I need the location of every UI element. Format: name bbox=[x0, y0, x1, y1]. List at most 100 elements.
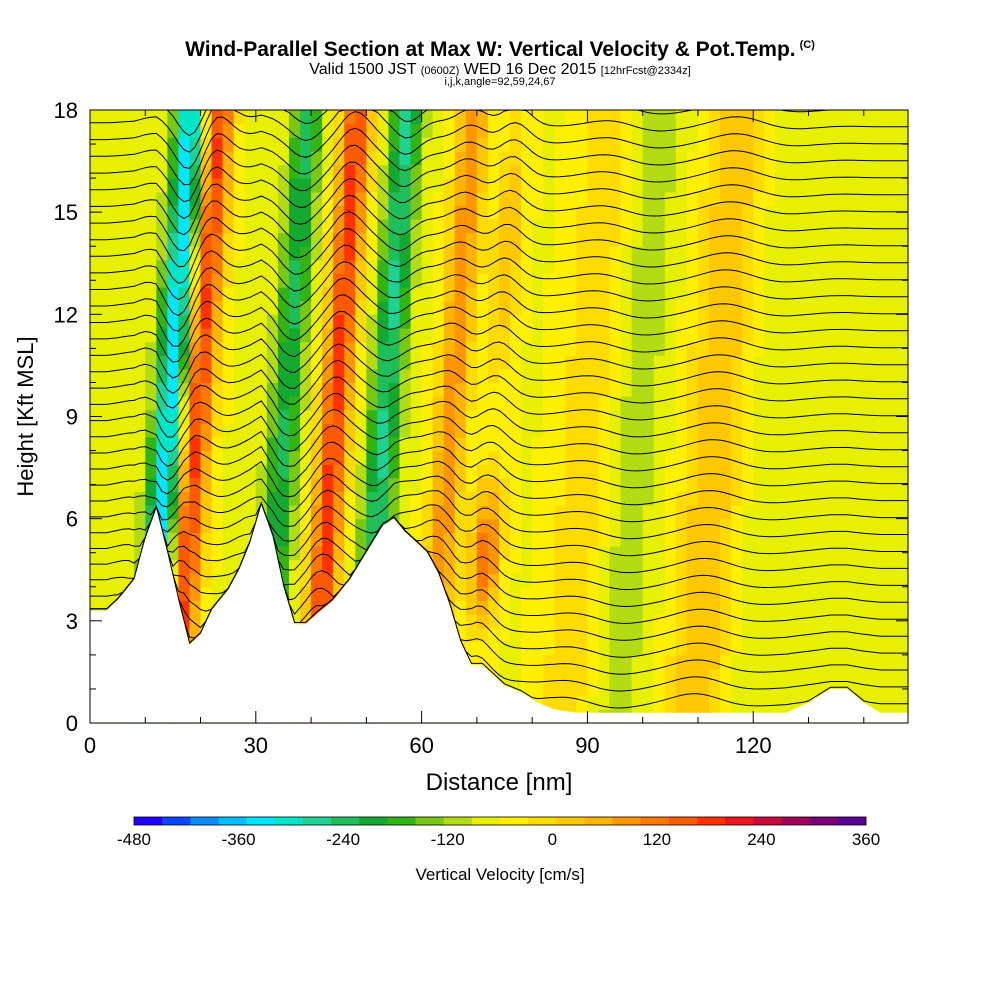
velocity-cell bbox=[443, 355, 456, 370]
velocity-cell bbox=[112, 287, 124, 302]
velocity-cell bbox=[211, 300, 224, 315]
velocity-cell bbox=[156, 450, 168, 465]
colorbar-tick-label: -360 bbox=[222, 830, 256, 849]
velocity-cell bbox=[576, 627, 589, 642]
velocity-cell bbox=[288, 396, 301, 411]
velocity-cell bbox=[311, 627, 323, 642]
velocity-cell bbox=[664, 695, 677, 710]
velocity-cell bbox=[510, 246, 522, 261]
velocity-cell bbox=[764, 382, 776, 397]
velocity-cell bbox=[852, 150, 865, 166]
velocity-cell bbox=[90, 218, 102, 234]
velocity-cell bbox=[521, 396, 533, 411]
velocity-cell bbox=[465, 287, 478, 302]
velocity-cell bbox=[731, 137, 743, 152]
velocity-cell bbox=[841, 205, 854, 220]
velocity-cell bbox=[697, 287, 710, 302]
isentrope-line bbox=[90, 260, 908, 317]
velocity-cell bbox=[167, 205, 180, 220]
velocity-cell bbox=[587, 191, 600, 206]
velocity-cell bbox=[686, 273, 699, 288]
velocity-cell bbox=[333, 545, 345, 561]
velocity-cell bbox=[786, 573, 799, 588]
velocity-cell bbox=[200, 600, 213, 615]
velocity-cell bbox=[123, 368, 135, 384]
velocity-cell bbox=[377, 450, 390, 465]
velocity-cell bbox=[841, 314, 854, 329]
velocity-cell bbox=[145, 464, 157, 479]
velocity-cell bbox=[344, 314, 356, 329]
velocity-cell bbox=[266, 600, 279, 615]
velocity-cell bbox=[499, 464, 511, 479]
velocity-cell bbox=[178, 137, 191, 152]
velocity-cell bbox=[598, 682, 611, 697]
velocity-cell bbox=[178, 355, 191, 370]
velocity-cell bbox=[244, 396, 257, 411]
velocity-cell bbox=[233, 614, 246, 629]
velocity-cell bbox=[388, 327, 401, 343]
velocity-cell bbox=[377, 545, 390, 561]
velocity-cell bbox=[145, 287, 157, 302]
velocity-cell bbox=[388, 600, 401, 615]
velocity-cell bbox=[233, 164, 246, 179]
velocity-cell bbox=[421, 573, 434, 588]
velocity-cell bbox=[244, 614, 257, 629]
velocity-cell bbox=[355, 341, 367, 356]
velocity-cell bbox=[476, 654, 489, 670]
velocity-cell bbox=[421, 545, 434, 561]
velocity-cell bbox=[731, 191, 743, 206]
velocity-cell bbox=[874, 314, 887, 329]
velocity-cell bbox=[631, 505, 644, 520]
velocity-cell bbox=[863, 586, 876, 601]
velocity-cell bbox=[532, 491, 544, 506]
velocity-cell bbox=[499, 382, 511, 397]
velocity-cell bbox=[576, 423, 589, 438]
velocity-cell bbox=[576, 477, 589, 493]
velocity-cell bbox=[410, 137, 423, 152]
velocity-cell bbox=[211, 246, 224, 261]
velocity-cell bbox=[333, 327, 345, 343]
velocity-cell bbox=[797, 586, 810, 601]
velocity-cell bbox=[720, 654, 732, 670]
velocity-cell bbox=[697, 600, 710, 615]
velocity-cell bbox=[874, 491, 887, 506]
velocity-cell bbox=[432, 327, 445, 343]
velocity-cell bbox=[465, 682, 478, 697]
velocity-cell bbox=[587, 614, 600, 629]
velocity-cell bbox=[587, 327, 600, 343]
velocity-cell bbox=[808, 545, 821, 561]
velocity-cell bbox=[432, 409, 445, 424]
velocity-cell bbox=[101, 191, 113, 206]
velocity-cell bbox=[675, 259, 688, 275]
velocity-cell bbox=[288, 518, 301, 533]
velocity-cell bbox=[222, 300, 235, 315]
velocity-cell bbox=[587, 654, 600, 670]
velocity-cell bbox=[764, 368, 776, 384]
velocity-cell bbox=[443, 327, 456, 343]
velocity-cell bbox=[200, 477, 213, 493]
velocity-cell bbox=[664, 164, 677, 179]
velocity-cell bbox=[631, 273, 644, 288]
velocity-cell bbox=[189, 532, 202, 547]
velocity-cell bbox=[885, 654, 898, 670]
velocity-cell bbox=[112, 300, 124, 315]
velocity-cell bbox=[653, 232, 666, 247]
velocity-cell bbox=[189, 300, 202, 315]
velocity-cell bbox=[476, 682, 489, 697]
velocity-cell bbox=[720, 327, 732, 343]
velocity-cell bbox=[454, 436, 467, 452]
velocity-cell bbox=[233, 695, 246, 710]
velocity-cell bbox=[300, 545, 312, 561]
velocity-cell bbox=[288, 464, 301, 479]
velocity-cell bbox=[300, 218, 312, 234]
velocity-cell bbox=[311, 436, 323, 452]
velocity-cell bbox=[333, 409, 345, 424]
velocity-cell bbox=[145, 559, 157, 574]
velocity-cell bbox=[322, 396, 334, 411]
velocity-cell bbox=[653, 682, 666, 697]
velocity-cell bbox=[300, 654, 312, 670]
velocity-cell bbox=[167, 586, 180, 601]
velocity-cell bbox=[454, 709, 467, 724]
velocity-cell bbox=[620, 314, 633, 329]
velocity-cell bbox=[675, 382, 688, 397]
